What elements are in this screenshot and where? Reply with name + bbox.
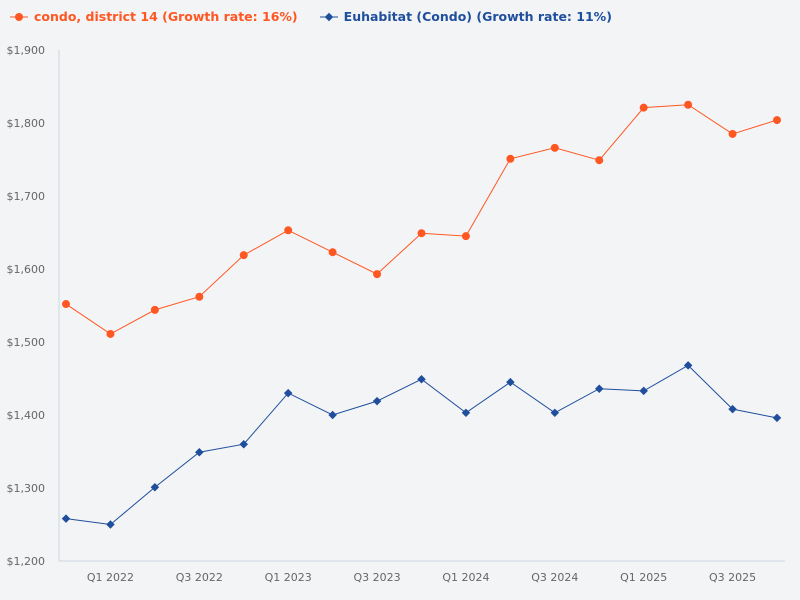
x-tick-label: Q1 2023: [265, 571, 312, 584]
data-point: [62, 300, 70, 309]
data-point: [417, 374, 426, 384]
legend-label: Euhabitat (Condo) (Growth rate: 11%): [343, 9, 612, 24]
data-point: [639, 386, 648, 396]
data-point: [728, 404, 737, 414]
data-point: [595, 384, 604, 393]
data-point: [284, 226, 293, 235]
data-point: [195, 447, 204, 457]
x-tick-label: Q1 2025: [620, 571, 667, 584]
x-tick-label: Q3 2022: [176, 571, 223, 584]
legend-label: condo, district 14 (Growth rate: 16%): [34, 9, 298, 24]
data-point: [639, 103, 648, 112]
data-point: [328, 248, 337, 257]
data-point: [417, 229, 426, 238]
y-tick-label: $1,600: [7, 263, 46, 276]
data-point: [772, 413, 782, 423]
data-point: [728, 129, 737, 138]
data-point: [328, 410, 337, 420]
y-tick-label: $1,500: [7, 336, 46, 349]
x-tick-label: Q3 2024: [531, 571, 578, 584]
data-point: [773, 116, 781, 125]
y-tick-label: $1,800: [7, 117, 46, 130]
data-point: [283, 388, 293, 398]
x-tick-label: Q3 2023: [353, 571, 400, 584]
y-tick-label: $1,200: [7, 555, 46, 568]
series-line: [65, 364, 778, 526]
data-point: [239, 439, 248, 449]
circle-marker-icon: [10, 12, 28, 21]
data-point: [461, 408, 471, 418]
y-tick-label: $1,400: [7, 409, 46, 422]
data-point: [550, 143, 559, 152]
legend-item-condo-district-14[interactable]: condo, district 14 (Growth rate: 16%): [10, 9, 298, 24]
legend-item-euhabitat[interactable]: Euhabitat (Condo) (Growth rate: 11%): [319, 9, 612, 24]
data-point: [150, 483, 160, 492]
diamond-marker-icon: [319, 12, 338, 21]
y-tick-label: $1,900: [7, 44, 46, 57]
x-tick-label: Q1 2022: [87, 571, 134, 584]
data-point: [372, 396, 382, 406]
data-point: [373, 270, 382, 279]
data-point: [595, 156, 604, 165]
x-tick-label: Q3 2025: [709, 571, 756, 584]
data-point: [683, 361, 693, 370]
data-point: [461, 232, 470, 241]
data-point: [106, 329, 115, 338]
y-tick-label: $1,700: [7, 190, 46, 203]
data-point: [506, 154, 515, 163]
x-tick-label: Q1 2024: [442, 571, 489, 584]
data-point: [550, 408, 560, 418]
data-point: [195, 292, 204, 301]
data-point: [684, 100, 693, 109]
data-point: [150, 305, 159, 314]
data-point: [61, 514, 71, 523]
legend: condo, district 14 (Growth rate: 16%) Eu…: [10, 9, 612, 24]
data-point: [506, 377, 515, 387]
series-line: [65, 104, 778, 335]
y-tick-label: $1,300: [7, 482, 46, 495]
data-point: [239, 251, 248, 260]
